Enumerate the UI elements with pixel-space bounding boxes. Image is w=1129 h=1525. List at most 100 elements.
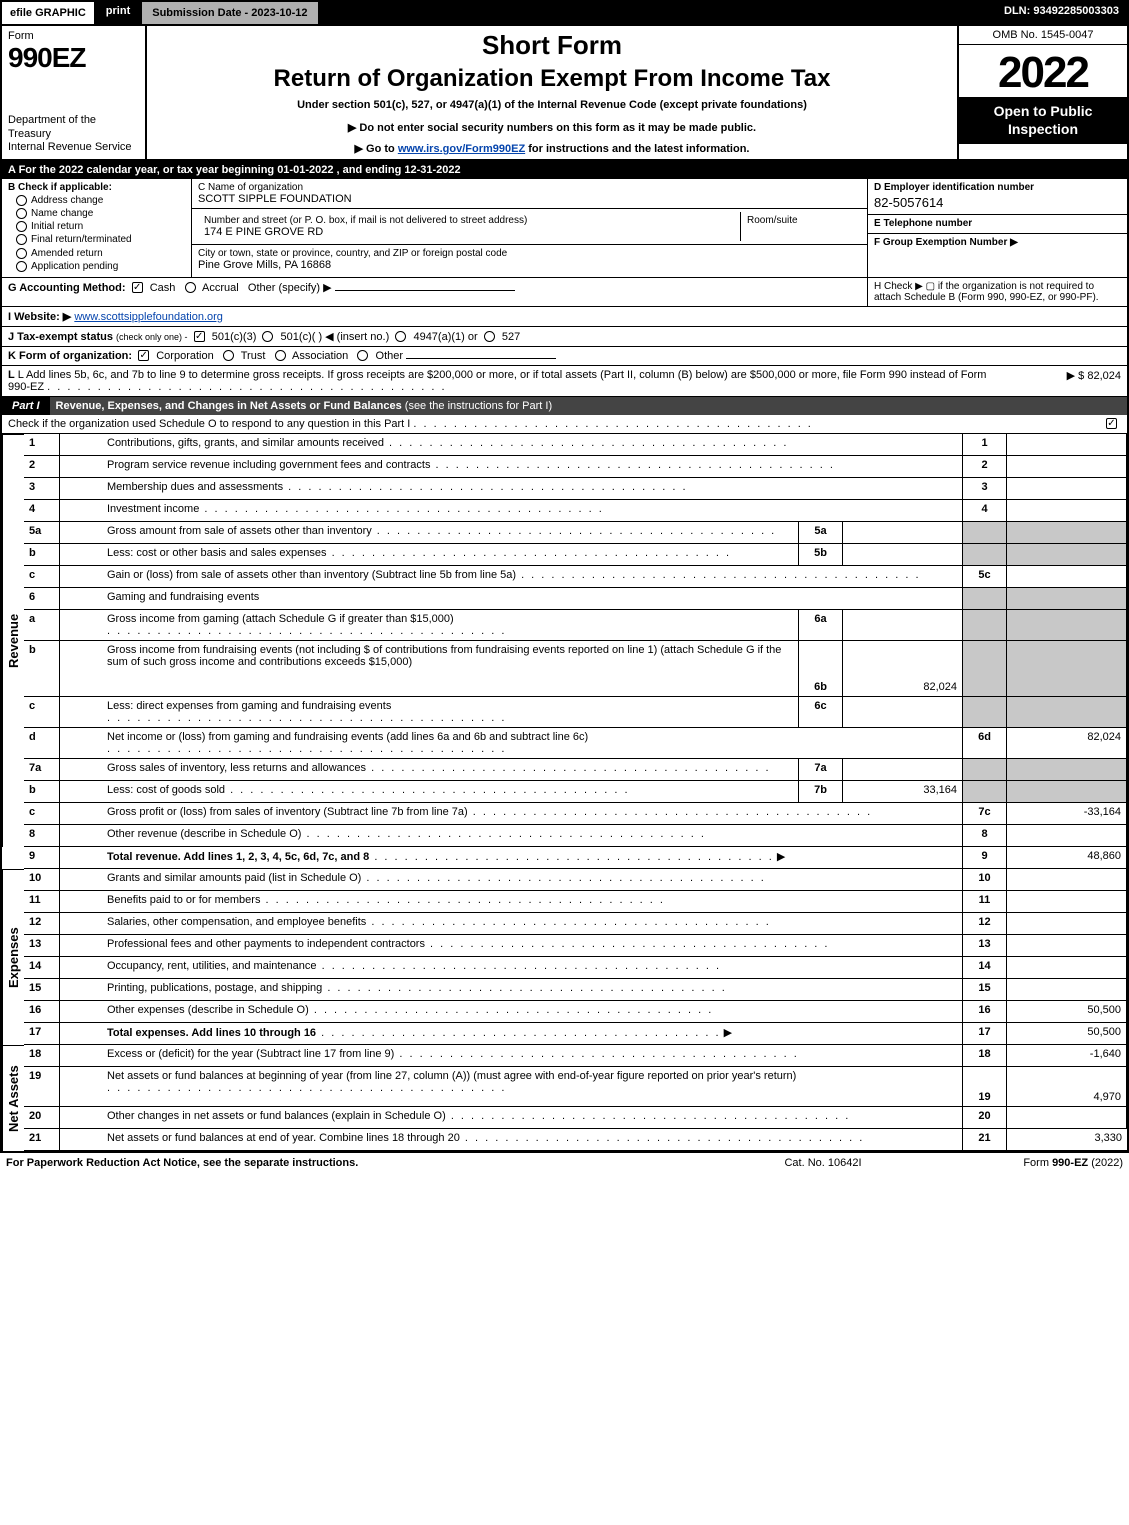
line-l6a-sub (60, 610, 102, 641)
ein-value: 82-5057614 (874, 195, 1121, 210)
chk-amended-return[interactable]: Amended return (16, 248, 185, 259)
line-l10-rlabel: 10 (963, 869, 1007, 891)
section-c: C Name of organization SCOTT SIPPLE FOUN… (192, 179, 867, 277)
line-l1-desc: Contributions, gifts, grants, and simila… (102, 434, 963, 456)
chk-trust[interactable] (223, 350, 234, 361)
line-l2-num: 2 (24, 456, 60, 478)
line-l13-num: 13 (24, 935, 60, 957)
section-b: B Check if applicable: Address change Na… (2, 179, 192, 277)
print-button[interactable]: print (96, 0, 140, 26)
line-l5c-rlabel: 5c (963, 566, 1007, 588)
k-association-label: Association (292, 350, 348, 362)
telephone-label-text: E Telephone number (874, 218, 972, 229)
chk-corporation[interactable] (138, 350, 149, 361)
line-l19-sub (60, 1067, 102, 1107)
line-i: I Website: ▶ www.scottsipplefoundation.o… (2, 307, 1127, 327)
line-l5a-num: 5a (24, 522, 60, 544)
g-other-input[interactable] (335, 290, 515, 291)
line-l16-desc: Other expenses (describe in Schedule O) (102, 1001, 963, 1023)
side-revenue: Revenue (2, 434, 24, 847)
line-l7a-rval (1007, 759, 1127, 781)
line-l17-num: 17 (24, 1023, 60, 1045)
irs-link-line: ▶ Go to www.irs.gov/Form990EZ for instru… (153, 142, 951, 155)
line-l1-rval (1007, 434, 1127, 456)
chk-accrual[interactable] (185, 282, 196, 293)
line-l3-desc: Membership dues and assessments (102, 478, 963, 500)
chk-other-org[interactable] (357, 350, 368, 361)
chk-final-return-label: Final return/terminated (31, 235, 132, 246)
line-l1-rlabel: 1 (963, 434, 1007, 456)
line-h: H Check ▶ ▢ if the organization is not r… (867, 278, 1127, 306)
line-l5b-num: b (24, 544, 60, 566)
header-middle: Short Form Return of Organization Exempt… (147, 26, 957, 159)
line-l18-sub (60, 1045, 102, 1067)
line-l1-num: 1 (24, 434, 60, 456)
footer-form-pre: Form (1023, 1157, 1052, 1169)
chk-address-change-label: Address change (31, 195, 103, 206)
i-label: I Website: ▶ (8, 311, 71, 323)
street-row: Number and street (or P. O. box, if mail… (192, 209, 867, 245)
chk-schedule-o[interactable] (1106, 418, 1117, 429)
chk-501c3[interactable] (194, 331, 205, 342)
chk-initial-return[interactable]: Initial return (16, 221, 185, 232)
line-l18-desc: Excess or (deficit) for the year (Subtra… (102, 1045, 963, 1067)
line-l7a-rlabel (963, 759, 1007, 781)
header-left: Form 990EZ Department of the Treasury In… (2, 26, 147, 159)
line-l21-num: 21 (24, 1129, 60, 1151)
line-l9-rlabel: 9 (963, 847, 1007, 869)
ein-label: D Employer identification number (874, 182, 1121, 193)
chk-application-pending[interactable]: Application pending (16, 261, 185, 272)
part-i-bar: Part I Revenue, Expenses, and Changes in… (2, 397, 1127, 415)
line-l5a-rval (1007, 522, 1127, 544)
line-l6b-rlabel (963, 641, 1007, 697)
j-sub: (check only one) - (116, 332, 188, 342)
line-j: J Tax-exempt status (check only one) - 5… (2, 327, 1127, 347)
department-label: Department of the Treasury Internal Reve… (8, 114, 139, 155)
line-a: A For the 2022 calendar year, or tax yea… (2, 161, 1127, 179)
line-l13-sub (60, 935, 102, 957)
irs-link[interactable]: www.irs.gov/Form990EZ (398, 143, 525, 155)
chk-cash[interactable] (132, 282, 143, 293)
j-527-label: 527 (502, 331, 520, 343)
line-l12-sub (60, 913, 102, 935)
chk-527[interactable] (484, 331, 495, 342)
line-l8-desc: Other revenue (describe in Schedule O) (102, 825, 963, 847)
line-l7a-num: 7a (24, 759, 60, 781)
line-l15-desc: Printing, publications, postage, and shi… (102, 979, 963, 1001)
line-l7c-desc: Gross profit or (loss) from sales of inv… (102, 803, 963, 825)
website-link[interactable]: www.scottsipplefoundation.org (74, 311, 223, 323)
line-k: K Form of organization: Corporation Trus… (2, 347, 1127, 366)
chk-association[interactable] (275, 350, 286, 361)
k-other-input[interactable] (406, 358, 556, 359)
line-l7c-num: c (24, 803, 60, 825)
line-l7b-rlabel (963, 781, 1007, 803)
line-l16-rlabel: 16 (963, 1001, 1007, 1023)
line-l10-sub (60, 869, 102, 891)
line-l17-desc: Total expenses. Add lines 10 through 16 … (102, 1023, 963, 1045)
line-l16-sub (60, 1001, 102, 1023)
chk-name-change-label: Name change (31, 208, 93, 219)
line-l5a-rlabel (963, 522, 1007, 544)
chk-final-return[interactable]: Final return/terminated (16, 234, 185, 245)
chk-name-change[interactable]: Name change (16, 208, 185, 219)
line-l6c-midlabel: 6c (799, 697, 843, 728)
chk-address-change[interactable]: Address change (16, 195, 185, 206)
line-l4-desc: Investment income (102, 500, 963, 522)
line-l9-sub (60, 847, 102, 869)
line-l6a-midlabel: 6a (799, 610, 843, 641)
j-4947-label: 4947(a)(1) or (413, 331, 477, 343)
line-l19-desc: Net assets or fund balances at beginning… (102, 1067, 963, 1107)
line-l7c-rlabel: 7c (963, 803, 1007, 825)
j-501c3-label: 501(c)(3) (212, 331, 257, 343)
line-l3-rlabel: 3 (963, 478, 1007, 500)
k-corporation-label: Corporation (156, 350, 213, 362)
open-to-public-badge: Open to Public Inspection (959, 97, 1127, 144)
line-l4-rlabel: 4 (963, 500, 1007, 522)
line-l14-rlabel: 14 (963, 957, 1007, 979)
line-l13-rlabel: 13 (963, 935, 1007, 957)
j-501c-label: 501(c)( ) ◀ (insert no.) (281, 331, 390, 343)
line-l6-desc: Gaming and fundraising events (102, 588, 963, 610)
part-i-schedule-o-check: Check if the organization used Schedule … (2, 415, 1127, 434)
chk-4947[interactable] (395, 331, 406, 342)
chk-501c[interactable] (262, 331, 273, 342)
